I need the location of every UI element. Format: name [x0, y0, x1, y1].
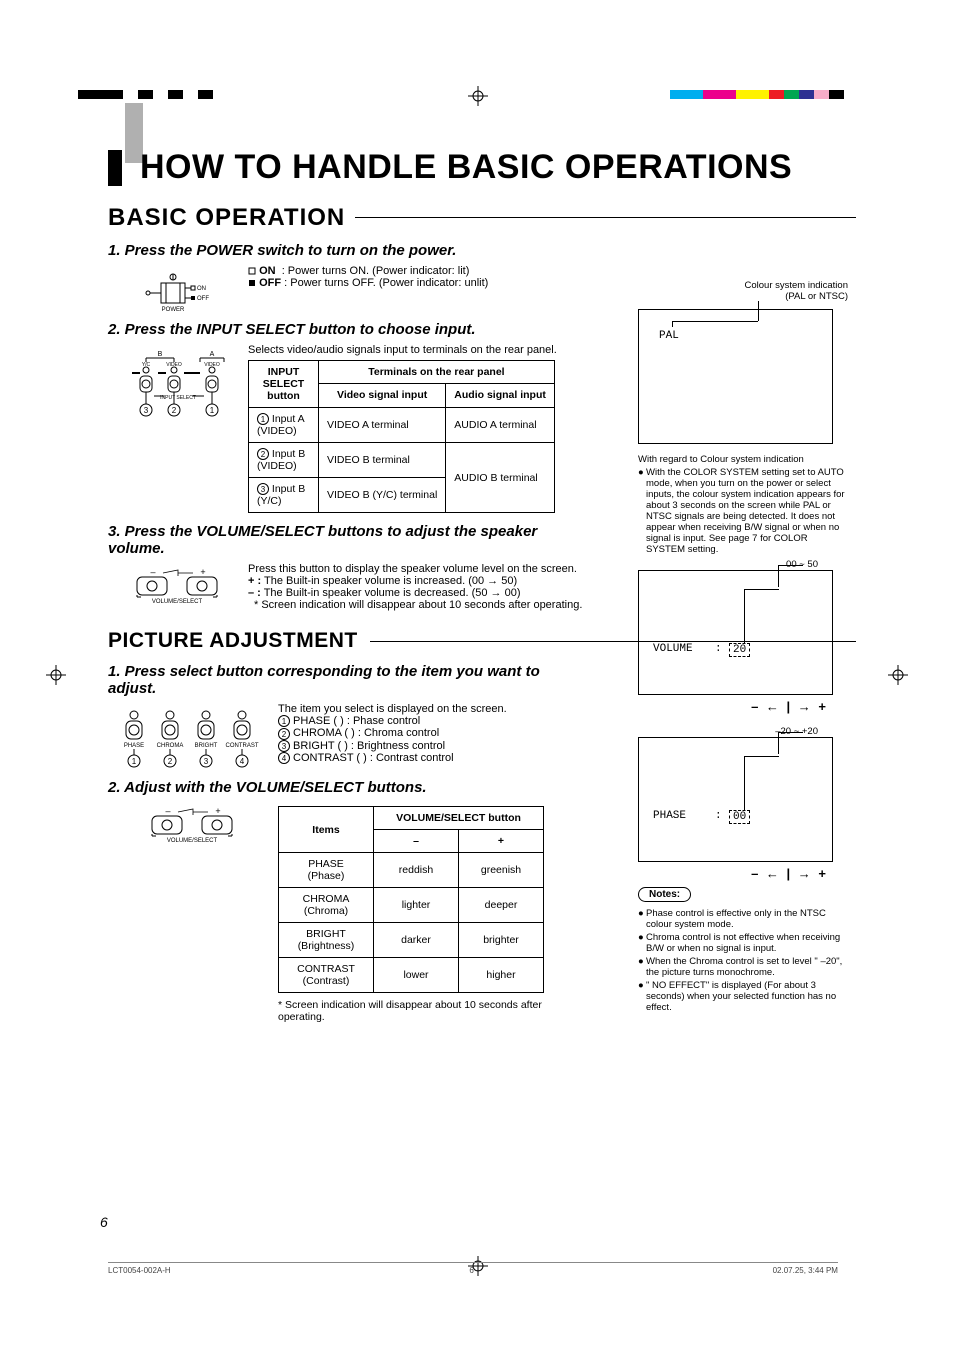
svg-text:1: 1	[132, 757, 137, 766]
svg-text:+: +	[200, 567, 205, 577]
svg-text:POWER: POWER	[162, 307, 185, 311]
notes-header: Notes:	[638, 887, 691, 902]
svg-text:VOLUME/SELECT: VOLUME/SELECT	[152, 599, 203, 605]
registration-mark-icon	[888, 665, 908, 685]
volume-desc: Press this button to display the speaker…	[248, 563, 588, 611]
svg-text:2: 2	[168, 757, 173, 766]
svg-text:3: 3	[204, 757, 209, 766]
footer: LCT0054-002A-H602.07.25, 3:44 PM	[108, 1262, 838, 1275]
step-1: 1. Press the POWER switch to turn on the…	[108, 242, 856, 259]
scale-indicator: – ← | → +	[638, 866, 848, 881]
page-number: 6	[100, 1214, 108, 1230]
svg-text:A: A	[210, 351, 215, 358]
input-select-table: INPUT SELECT button Terminals on the rea…	[248, 360, 555, 514]
section-title-basic-operation: BASIC OPERATION	[108, 204, 856, 232]
svg-text:OFF: OFF	[197, 296, 209, 302]
osd-volume-box: VOLUME : 20	[638, 570, 833, 695]
chapter-title: HOW TO HANDLE BASIC OPERATIONS	[108, 150, 856, 186]
svg-text:INPUT SELECT: INPUT SELECT	[160, 395, 196, 401]
svg-text:3: 3	[144, 406, 149, 415]
svg-text:ON: ON	[197, 286, 206, 292]
svg-text:1: 1	[210, 406, 215, 415]
step-3: 3. Press the VOLUME/SELECT buttons to ad…	[108, 523, 578, 557]
csi-body: ●With the COLOR SYSTEM setting set to AU…	[638, 467, 848, 555]
printer-colorbar-left	[78, 90, 228, 99]
power-switch-diagram: ON OFF POWER	[108, 265, 248, 311]
pic-step-1: 1. Press select button corresponding to …	[108, 663, 588, 697]
adjustment-table: ItemsVOLUME/SELECT button –+ PHASE(Phase…	[278, 806, 544, 993]
svg-text:CHROMA: CHROMA	[157, 743, 184, 749]
svg-text:2: 2	[172, 406, 177, 415]
svg-text:4: 4	[240, 757, 245, 766]
registration-mark-icon	[46, 665, 66, 685]
csi-leader-label: Colour system indication (PAL or NTSC)	[638, 280, 848, 303]
svg-text:VOLUME/SELECT: VOLUME/SELECT	[167, 838, 218, 844]
svg-text:CONTRAST: CONTRAST	[226, 743, 259, 749]
osd-colour-system-box: PAL	[638, 309, 833, 444]
volume-range-label: 00 ~ 50	[638, 559, 848, 570]
svg-text:BRIGHT: BRIGHT	[195, 743, 218, 749]
printer-colorbar-right	[670, 90, 844, 99]
input-select-diagram: B A Y/C VIDEO VIDEO INPUT SELECT 3 2 1	[108, 344, 248, 426]
notes-list: ●Phase control is effective only in the …	[638, 908, 848, 1013]
svg-text:PHASE: PHASE	[124, 743, 144, 749]
csi-title: With regard to Colour system indication	[638, 454, 848, 465]
right-column: Colour system indication (PAL or NTSC) P…	[638, 280, 848, 1013]
svg-text:–: –	[150, 567, 155, 577]
volume-select-diagram: – + VOLUME/SELECT	[108, 563, 248, 607]
svg-text:B: B	[158, 351, 163, 358]
phase-range-label: –20 ~ +20	[638, 726, 848, 737]
osd-phase-box: PHASE : 00	[638, 737, 833, 862]
svg-text:+: +	[215, 806, 220, 816]
volume-select-diagram-2: – + VOLUME/SELECT	[108, 802, 278, 846]
scale-indicator: – ← | → +	[638, 699, 848, 714]
svg-text:–: –	[165, 806, 170, 816]
registration-mark-icon	[468, 86, 488, 106]
picture-buttons-diagram: PHASE 1 CHROMA 2 BRIGHT 3 CONTRAST 4	[108, 703, 278, 769]
